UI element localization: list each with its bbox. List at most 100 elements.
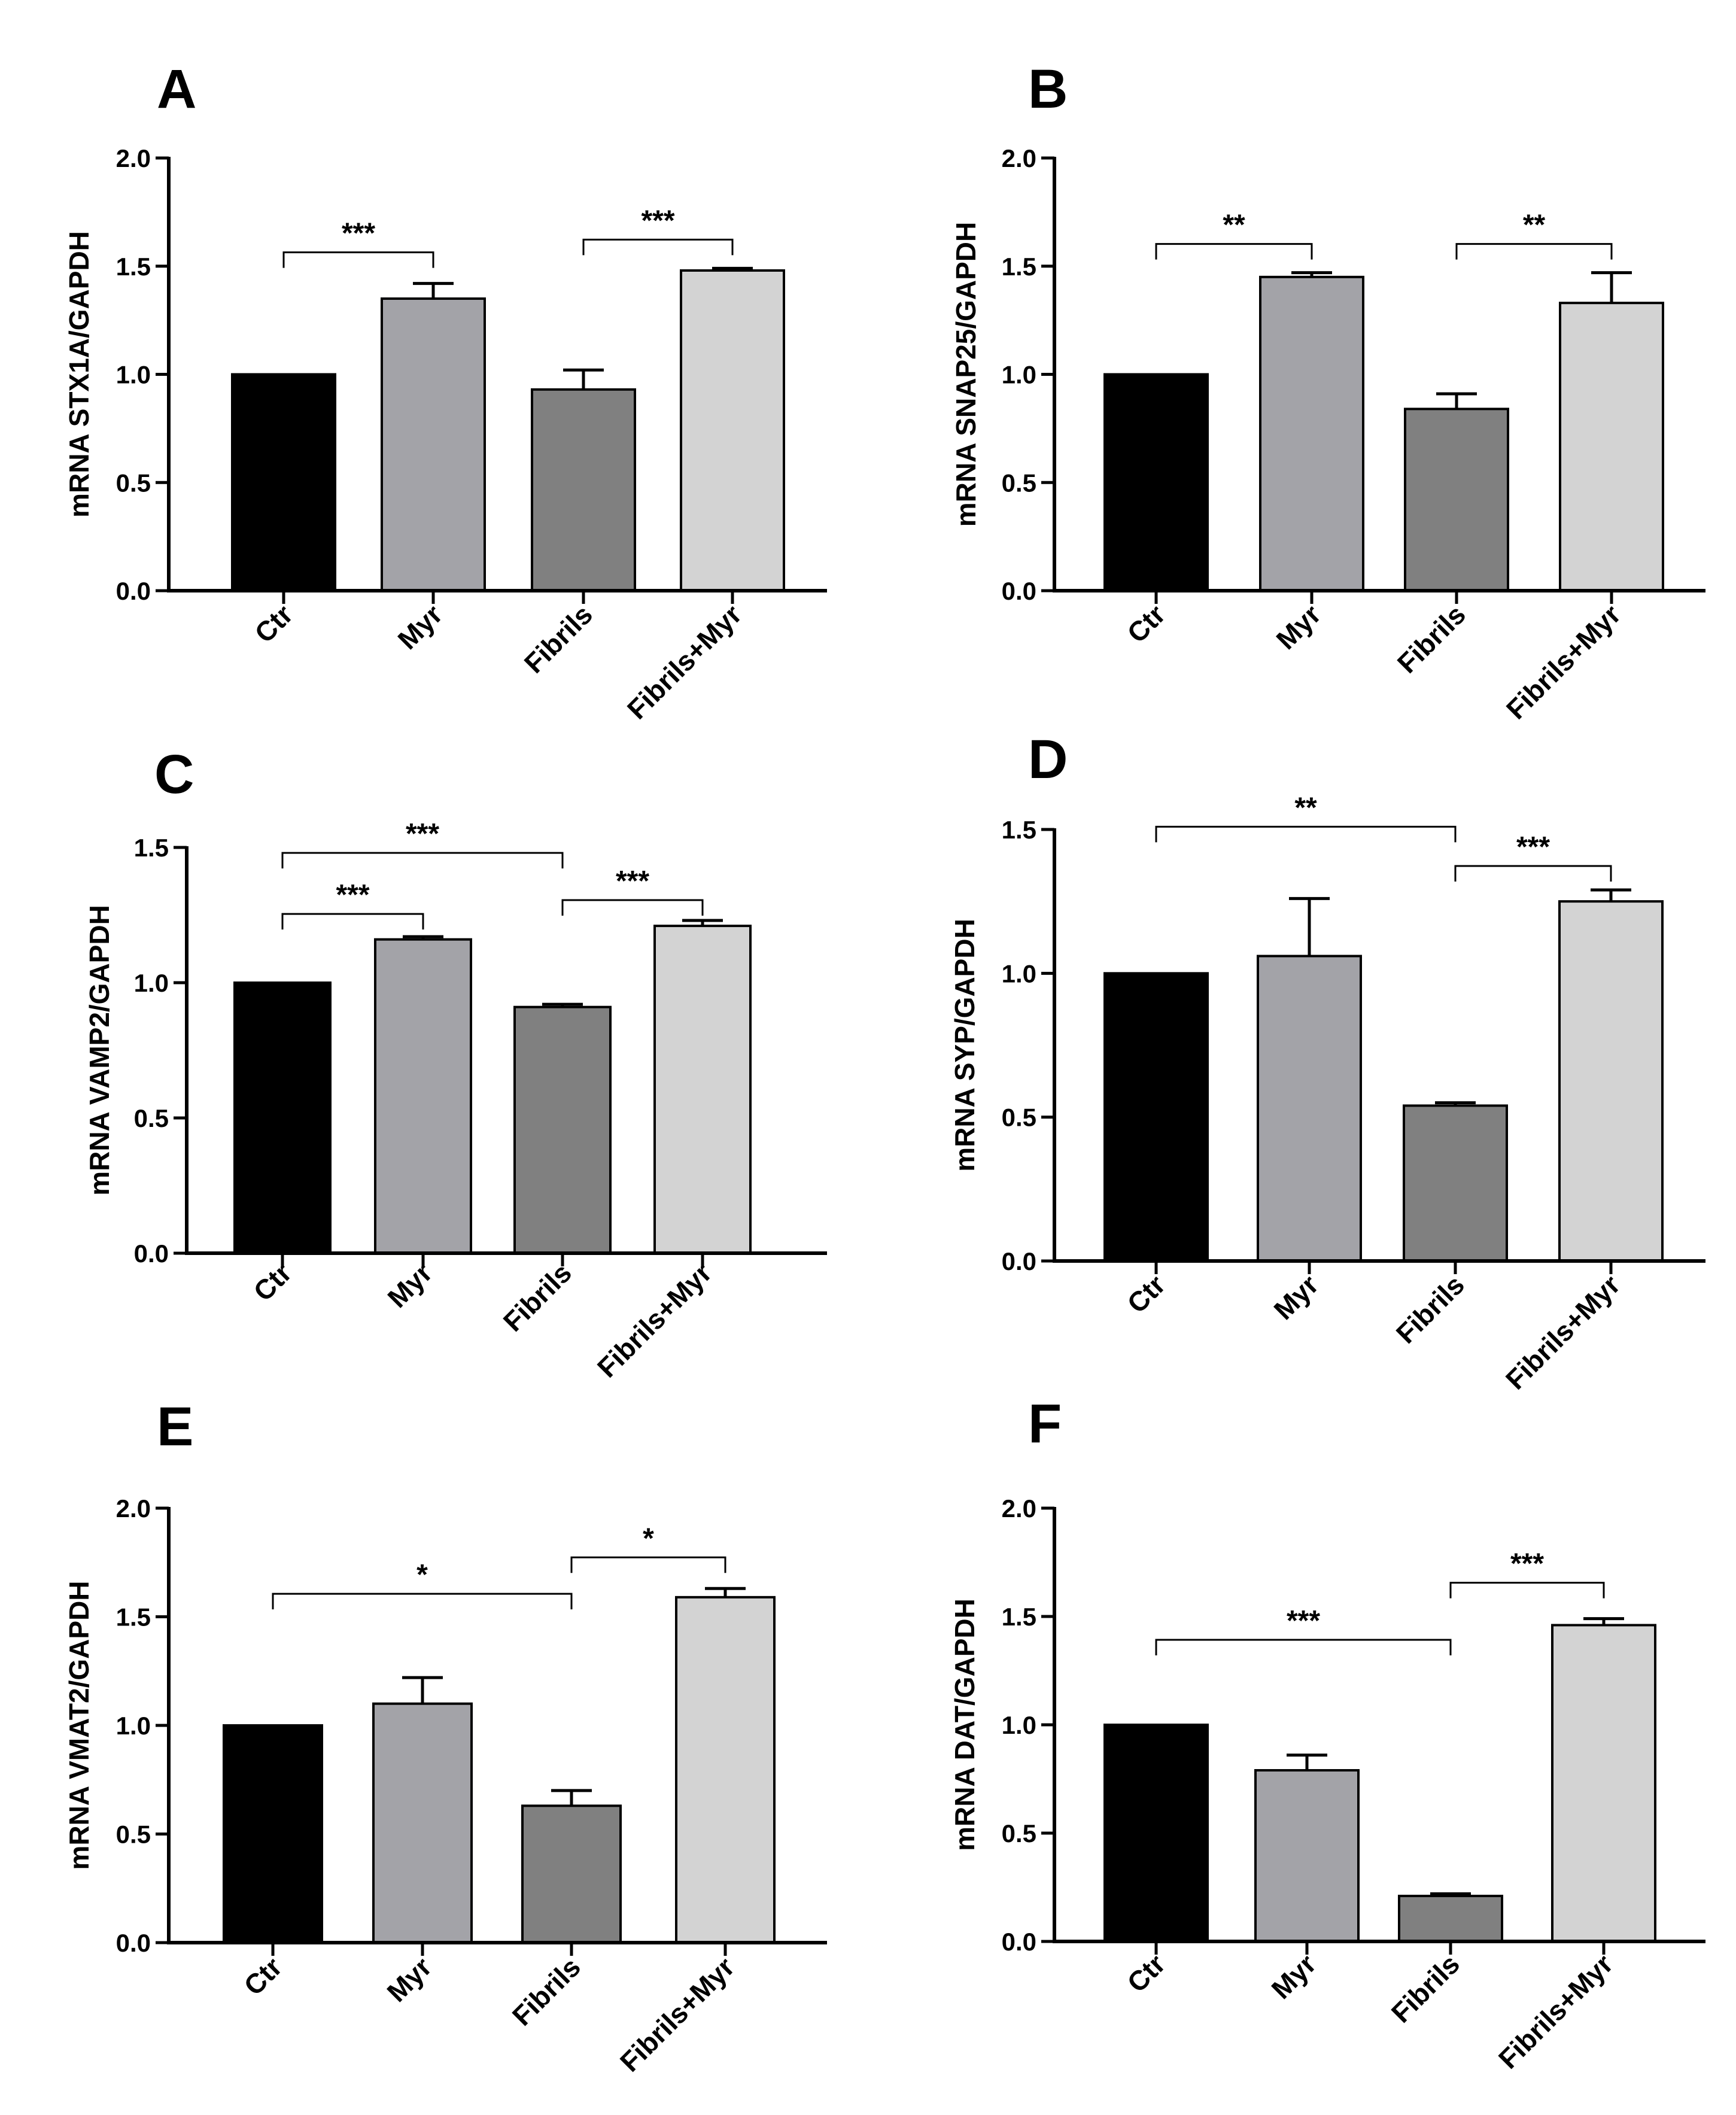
bar [1558,900,1664,1262]
significance-bracket [1455,243,1613,260]
significance-bracket [582,238,734,256]
y-tick-label: 1.5 [1002,1603,1036,1631]
significance-label: *** [616,865,649,897]
y-axis-title: mRNA SNAP25/GAPDH [950,222,981,527]
significance-label: *** [1510,1548,1544,1580]
category-label: Fibrils+Myr [621,598,747,725]
bar [1404,408,1509,592]
y-tick-label: 1.0 [116,1712,151,1740]
category-label: Myr [391,598,448,655]
significance-label: *** [1516,831,1550,863]
bar [372,1702,473,1944]
category-label: Fibrils [1390,1269,1470,1349]
significance-bracket [1449,1582,1605,1599]
bar [1403,1104,1508,1262]
y-tick-label: 1.0 [1002,1711,1036,1739]
panel-letter: B [1028,59,1068,120]
bar [1103,972,1209,1263]
bar [1254,1769,1360,1943]
bar [531,388,636,592]
significance-label: ** [1223,209,1245,241]
category-label: Myr [1270,598,1327,655]
y-tick-label: 0.5 [116,469,151,497]
significance-bracket [1155,243,1313,260]
significance-bracket [282,251,434,268]
significance-label: *** [336,879,369,911]
y-tick-label: 0.0 [116,1929,151,1957]
bar [381,297,486,592]
category-label: Ctr [1121,598,1171,649]
category-label: Fibrils+Myr [614,1951,740,2077]
significance-label: *** [1287,1605,1320,1637]
y-tick-label: 1.5 [116,253,151,281]
category-label: Myr [381,1257,438,1314]
significance-label: *** [406,818,439,850]
category-label: Ctr [1121,1269,1171,1319]
category-label: Fibrils [497,1257,577,1337]
bar [374,938,472,1255]
category-label: Fibrils [1391,598,1472,679]
y-tick-label: 0.5 [1002,1819,1036,1847]
significance-label: *** [641,205,674,236]
bar [1257,955,1362,1262]
significance-bracket [281,852,564,869]
significance-bracket [1155,825,1457,843]
significance-label: *** [342,218,375,250]
y-tick-label: 0.5 [116,1821,151,1849]
y-axis-title: mRNA STX1A/GAPDH [63,231,95,518]
category-label: Fibrils [506,1951,586,2031]
y-tick-label: 1.0 [1002,959,1036,987]
y-tick-label: 2.0 [116,144,151,172]
y-tick-label: 0.5 [134,1104,169,1132]
bar [1398,1894,1503,1943]
panel-letter: C [154,744,194,805]
panel-letter: A [157,59,196,120]
significance-bracket [570,1556,726,1573]
category-label: Fibrils [1385,1948,1466,2028]
y-tick-label: 0.0 [1002,1928,1036,1956]
y-tick-label: 1.0 [116,361,151,389]
bar [675,1596,776,1944]
y-tick-label: 1.5 [116,1603,151,1631]
y-tick-label: 1.5 [134,834,169,862]
y-tick-label: 0.5 [1002,1104,1036,1132]
y-tick-label: 1.0 [1002,361,1036,389]
bar [1103,1724,1209,1943]
y-tick-label: 1.5 [1002,816,1036,844]
category-label: Ctr [248,598,299,649]
category-label: Ctr [1121,1948,1171,1998]
bar [233,981,332,1254]
bar [231,373,336,592]
y-tick-label: 2.0 [1002,144,1036,172]
significance-label: ** [1523,209,1546,241]
bar [653,925,752,1254]
y-tick-label: 1.0 [134,969,169,997]
bar [521,1804,622,1944]
category-label: Fibrils+Myr [591,1257,717,1383]
y-tick-label: 0.0 [1002,577,1036,605]
y-axis-title: mRNA SYP/GAPDH [949,919,980,1172]
significance-label: ** [1294,792,1317,823]
category-label: Ctr [247,1257,297,1307]
significance-bracket [1155,1639,1452,1655]
significance-bracket [1454,865,1612,882]
category-label: Fibrils+Myr [1492,1948,1619,2074]
y-axis-title: mRNA DAT/GAPDH [949,1599,980,1851]
y-tick-label: 2.0 [1002,1494,1036,1523]
panel-letter: E [157,1396,193,1457]
bar [1103,373,1209,592]
y-tick-label: 0.5 [1002,469,1036,497]
category-label: Myr [381,1951,437,2008]
bar [1259,275,1364,592]
category-label: Myr [1265,1948,1322,2005]
y-tick-label: 0.0 [134,1239,169,1268]
y-tick-label: 1.5 [1002,253,1036,281]
significance-label: * [416,1559,428,1591]
bar [680,269,785,592]
category-label: Ctr [238,1951,288,2001]
significance-bracket [281,913,424,930]
